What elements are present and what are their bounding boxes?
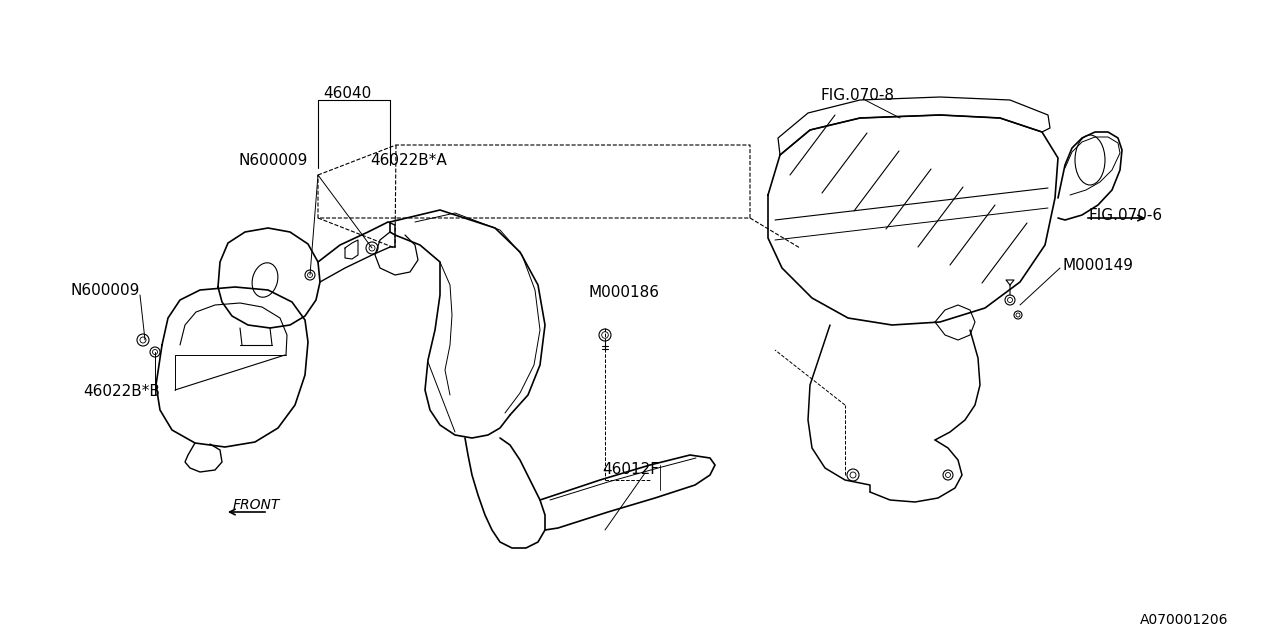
Text: N600009: N600009 — [238, 152, 307, 168]
Text: FIG.070-8: FIG.070-8 — [820, 88, 893, 102]
Text: 46040: 46040 — [323, 86, 371, 100]
Text: 46022B*B: 46022B*B — [83, 385, 160, 399]
Text: A070001206: A070001206 — [1140, 613, 1229, 627]
Text: M000149: M000149 — [1062, 257, 1133, 273]
Text: FRONT: FRONT — [233, 498, 280, 512]
Text: 46012F: 46012F — [602, 463, 659, 477]
Text: FIG.070-6: FIG.070-6 — [1088, 207, 1162, 223]
Text: N600009: N600009 — [70, 282, 140, 298]
Text: 46022B*A: 46022B*A — [370, 152, 447, 168]
Text: M000186: M000186 — [588, 285, 659, 300]
